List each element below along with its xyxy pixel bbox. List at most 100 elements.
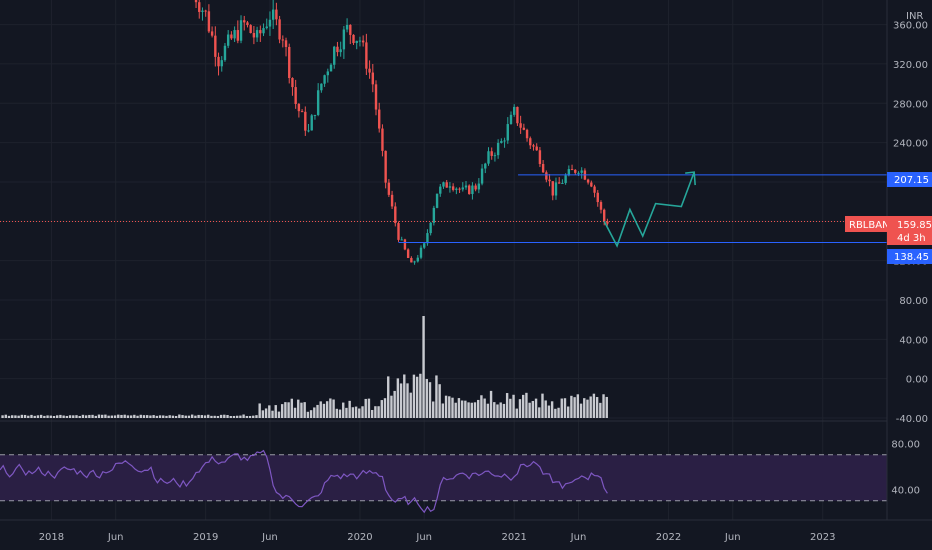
volume-bar xyxy=(142,415,146,418)
volume-bar xyxy=(14,415,17,418)
candle-body xyxy=(410,257,413,263)
volume-bar xyxy=(528,402,531,418)
volume-bar xyxy=(483,398,486,418)
volume-bar xyxy=(235,415,239,418)
candle-body xyxy=(522,127,526,130)
levels xyxy=(0,174,887,243)
volume-bar xyxy=(454,402,457,418)
time-ticks: 2018 Jun 2019 Jun 2020 Jun 2021 Jun 2022 Jun 2023 xyxy=(39,532,836,543)
volume-bar xyxy=(493,402,496,418)
volume-bar xyxy=(387,376,390,418)
candle-body xyxy=(233,30,236,39)
price-tick-label: 320.00 xyxy=(893,60,928,71)
volume-bar xyxy=(120,414,123,418)
volume-bar xyxy=(406,383,409,418)
candle-body xyxy=(535,146,538,151)
candle-body xyxy=(490,151,493,156)
volume-bar xyxy=(470,402,473,418)
volume-bar xyxy=(200,415,204,418)
candle-body xyxy=(278,19,281,40)
volume-bar xyxy=(550,401,554,418)
volume-bar xyxy=(145,415,149,418)
volume-bar xyxy=(248,415,252,418)
volume-bar xyxy=(113,415,117,418)
candle-body xyxy=(390,194,394,207)
volume-bar xyxy=(573,397,576,418)
volume-bar xyxy=(412,374,416,418)
candle-body xyxy=(271,9,275,20)
candle-body xyxy=(541,164,545,173)
candle-body xyxy=(281,39,285,41)
rsi-path xyxy=(0,449,608,514)
candle-body xyxy=(259,30,262,34)
volume-bar xyxy=(538,407,541,418)
candle-body xyxy=(445,182,448,188)
volume-bar xyxy=(489,390,493,418)
volume-bar xyxy=(62,415,65,418)
candle-body xyxy=(255,30,259,38)
volume-bar xyxy=(11,415,14,418)
candle-body xyxy=(268,19,272,27)
volume-bar xyxy=(226,415,229,418)
volume-bar xyxy=(258,403,261,418)
candle-body xyxy=(397,223,400,240)
volume-bar xyxy=(566,406,570,418)
volume-bar xyxy=(396,378,400,418)
candle-body xyxy=(339,49,342,53)
volume-bar xyxy=(261,410,265,418)
candle-body xyxy=(574,169,577,173)
volume-bar xyxy=(335,408,339,418)
candle-body xyxy=(451,186,455,190)
volume-bar xyxy=(557,407,560,418)
price-tick-label: 80.00 xyxy=(899,296,928,307)
volume-bar xyxy=(316,404,319,418)
candle-body xyxy=(529,138,532,146)
candle-body xyxy=(294,87,297,104)
volume-bar xyxy=(129,415,133,418)
volume-bar xyxy=(171,415,175,418)
volume-bar xyxy=(509,398,512,418)
volume-bar xyxy=(287,402,290,418)
volume-bar xyxy=(94,415,97,418)
candle-body xyxy=(593,186,596,193)
candle-body xyxy=(561,182,564,184)
volume-bar xyxy=(425,378,428,418)
candle-body xyxy=(580,170,583,173)
volume-bar xyxy=(155,415,159,418)
candle-body xyxy=(496,142,500,156)
projection-path xyxy=(603,171,695,248)
volume-bar xyxy=(277,411,281,418)
candle-body xyxy=(413,261,416,263)
time-tick-label: 2023 xyxy=(810,532,835,543)
volume-bar xyxy=(367,398,371,418)
time-tick-label: 2019 xyxy=(193,532,218,543)
candle-body xyxy=(554,182,558,196)
time-tick-label: Jun xyxy=(107,532,124,543)
volume-bar xyxy=(194,415,197,418)
candle-body xyxy=(406,249,410,258)
rsi-tick-label: 40.00 xyxy=(891,485,920,496)
volume-bar xyxy=(152,415,155,418)
volume-bar xyxy=(322,403,326,418)
volume-bar xyxy=(242,414,245,418)
rsi-tick-label: 80.00 xyxy=(891,439,920,450)
candle-body xyxy=(419,247,423,258)
candle-body xyxy=(477,183,481,190)
price-tick-label: -40.00 xyxy=(896,414,928,425)
volume-bar xyxy=(583,398,586,418)
volume-bar xyxy=(383,398,387,418)
volume-bar xyxy=(293,407,297,418)
volume-bar xyxy=(219,414,223,418)
volume-bar xyxy=(197,414,200,418)
time-tick-label: Jun xyxy=(261,532,278,543)
candle-body xyxy=(226,34,230,46)
time-tick-label: 2021 xyxy=(501,532,526,543)
volume-bar xyxy=(91,414,94,418)
volume-bar xyxy=(547,405,551,418)
volume-bar xyxy=(448,396,451,418)
volume-bar xyxy=(531,400,535,418)
candle-body xyxy=(557,182,561,184)
candle-body xyxy=(358,40,362,42)
